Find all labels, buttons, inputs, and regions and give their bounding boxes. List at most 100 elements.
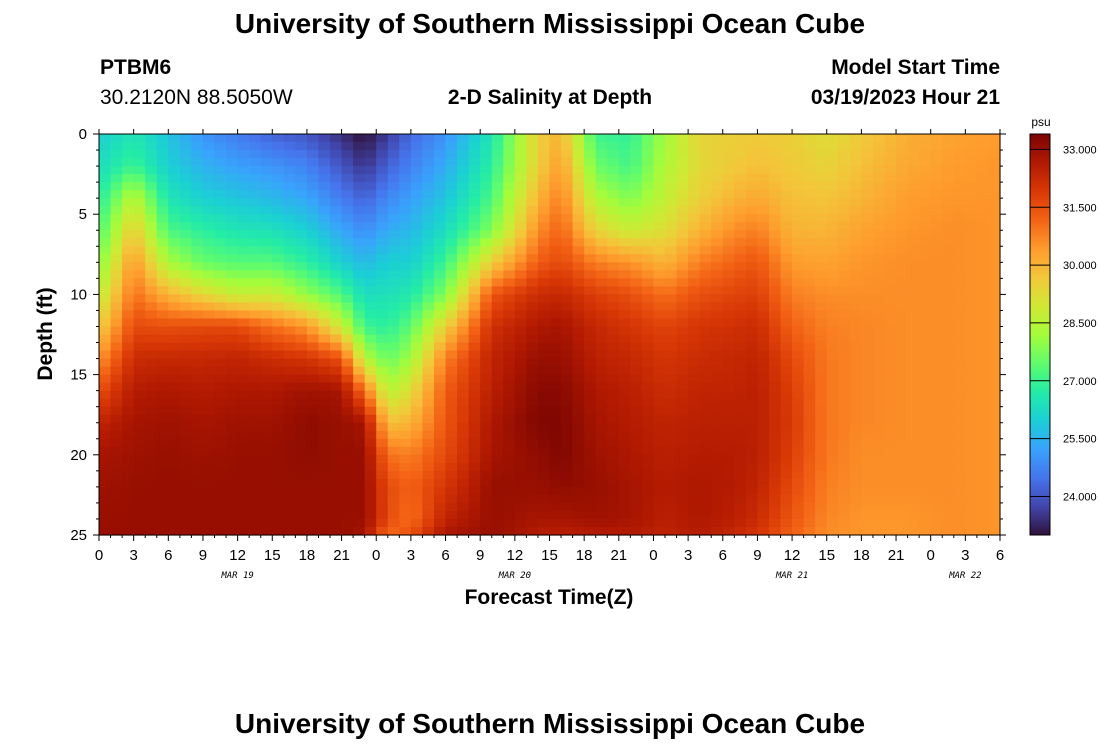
heatmap-cell (341, 310, 354, 320)
heatmap-cell (803, 174, 816, 183)
heatmap-cell (272, 166, 285, 175)
heatmap-cell (676, 134, 689, 143)
heatmap-cell (179, 150, 193, 159)
heatmap-cell (445, 230, 458, 239)
heatmap-cell (110, 222, 123, 231)
heatmap-cell (272, 470, 285, 480)
heatmap-cell (226, 518, 239, 528)
heatmap-cell (422, 478, 435, 488)
heatmap-cell (561, 190, 574, 199)
heatmap-cell (653, 342, 666, 352)
heatmap-cell (919, 398, 932, 408)
heatmap-cell (110, 262, 123, 271)
heatmap-cell (907, 158, 920, 167)
heatmap-cell (226, 174, 239, 183)
heatmap-cell (537, 342, 551, 352)
heatmap-cell (122, 294, 135, 304)
heatmap-cell (133, 438, 146, 448)
colorbar-tick-label: 28.500 (1063, 318, 1097, 330)
heatmap-cell (168, 454, 181, 464)
heatmap-cell (942, 398, 955, 408)
heatmap-cell (976, 302, 990, 312)
heatmap-cell (99, 398, 112, 408)
colorbar-tick-label: 33.000 (1063, 144, 1097, 156)
heatmap-cell (295, 222, 308, 231)
heatmap-cell (537, 198, 551, 207)
heatmap-cell (757, 326, 770, 336)
heatmap-cell (930, 326, 943, 336)
heatmap-cell (676, 158, 689, 167)
heatmap-cell (872, 462, 886, 472)
heatmap-cell (260, 518, 273, 528)
heatmap-cell (665, 158, 678, 167)
heatmap-cell (757, 502, 770, 512)
heatmap-cell (526, 182, 539, 191)
heatmap-cell (272, 206, 285, 215)
heatmap-cell (572, 526, 585, 536)
heatmap-cell (965, 214, 978, 223)
heatmap-cell (237, 142, 250, 151)
heatmap-cell (179, 214, 193, 223)
heatmap-cell (630, 238, 643, 247)
heatmap-cell (537, 326, 551, 336)
heatmap-cell (364, 430, 377, 440)
heatmap-cell (526, 446, 539, 456)
heatmap-cell (318, 414, 331, 424)
heatmap-cell (272, 358, 285, 368)
heatmap-cell (792, 198, 805, 207)
heatmap-cell (815, 494, 828, 504)
heatmap-cell (341, 438, 354, 448)
heatmap-cell (318, 150, 331, 159)
heatmap-cell (514, 190, 527, 199)
heatmap-cell (641, 182, 655, 191)
heatmap-cell (745, 326, 759, 336)
heatmap-cell (272, 486, 285, 496)
heatmap-cell (699, 390, 712, 400)
heatmap-cell (630, 230, 643, 239)
heatmap-cell (780, 190, 793, 199)
heatmap-cell (318, 262, 331, 271)
heatmap-cell (376, 430, 389, 440)
heatmap-cell (399, 422, 412, 432)
heatmap-cell (803, 318, 816, 328)
heatmap-cell (445, 174, 458, 183)
heatmap-cell (676, 342, 689, 352)
heatmap-cell (226, 238, 239, 247)
heatmap-cell (422, 246, 435, 255)
heatmap-cell (549, 398, 562, 408)
heatmap-cell (930, 414, 943, 424)
heatmap-cell (260, 342, 273, 352)
heatmap-cell (907, 374, 920, 384)
heatmap-cell (699, 166, 712, 175)
heatmap-cell (561, 142, 574, 151)
heatmap-cell (341, 142, 354, 151)
heatmap-cell (665, 294, 678, 304)
heatmap-cell (330, 302, 343, 312)
heatmap-cell (584, 438, 597, 448)
heatmap-cell (503, 318, 516, 328)
heatmap-cell (815, 254, 828, 263)
heatmap-cell (457, 318, 470, 328)
heatmap-cell (572, 510, 585, 520)
heatmap-cell (503, 150, 516, 159)
heatmap-cell (376, 478, 389, 488)
heatmap-cell (468, 478, 481, 488)
heatmap-cell (780, 262, 793, 271)
heatmap-cell (422, 134, 435, 143)
heatmap-cell (849, 190, 862, 199)
heatmap-cell (387, 198, 400, 207)
heatmap-cell (907, 518, 920, 528)
heatmap-cell (433, 310, 447, 320)
heatmap-cell (976, 438, 990, 448)
heatmap-cell (364, 358, 377, 368)
heatmap-cell (202, 510, 216, 520)
heatmap-cell (422, 502, 435, 512)
heatmap-cell (306, 502, 320, 512)
heatmap-cell (133, 174, 146, 183)
heatmap-cell (768, 270, 782, 279)
heatmap-cell (330, 422, 343, 432)
x-tick-label: 9 (476, 547, 484, 564)
heatmap-cell (792, 222, 805, 231)
heatmap-cell (976, 246, 990, 255)
heatmap-cell (757, 494, 770, 504)
